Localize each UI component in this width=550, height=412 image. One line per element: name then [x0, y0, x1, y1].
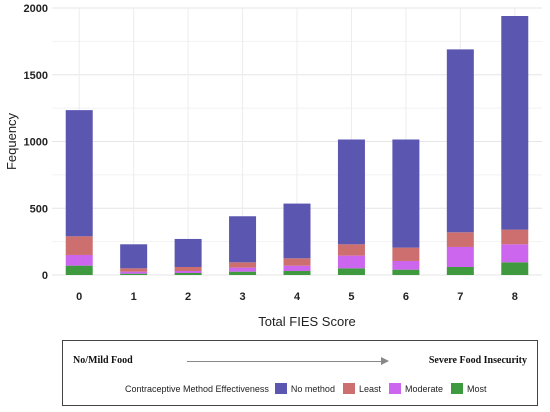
- bar-segment-least: [229, 262, 257, 268]
- legend: Contraceptive Method Effectiveness No me…: [125, 383, 495, 394]
- bar-segment-least: [337, 244, 365, 256]
- x-tick-label: 2: [185, 291, 191, 303]
- bar-segment-least: [174, 266, 202, 271]
- bar-segment-no-method: [392, 139, 420, 248]
- bar-segment-moderate: [174, 270, 202, 273]
- bar-segment-most: [501, 262, 529, 275]
- bar-segment-most: [65, 265, 93, 275]
- legend-title: Contraceptive Method Effectiveness: [125, 383, 269, 394]
- y-tick-label: 1500: [24, 70, 48, 82]
- legend-label-least: Least: [358, 383, 381, 394]
- bar-segment-least: [283, 258, 311, 266]
- bar-segment-least: [446, 232, 474, 247]
- bar-segment-least: [392, 247, 420, 261]
- bar-segment-least: [120, 268, 148, 272]
- legend-item-moderate: Moderate: [388, 383, 444, 394]
- bar-segment-most: [446, 266, 474, 275]
- legend-swatch-moderate: [388, 383, 401, 394]
- bar-segment-most: [174, 272, 202, 275]
- bar-segment-moderate: [65, 254, 93, 266]
- legend-label-moderate: Moderate: [404, 383, 444, 394]
- stacked-bar-chart: 0 500 1000 1500 2000 0 1 2 3 4 5 6 7 8 Total FIES Scor…: [4, 3, 542, 329]
- legend-swatch-no-method: [274, 383, 287, 394]
- bar-segment-moderate: [229, 267, 257, 272]
- scale-arrow-line: [187, 361, 383, 362]
- x-tick-label: 4: [294, 291, 301, 303]
- bar-segment-most: [392, 269, 420, 275]
- x-tick-label: 0: [76, 291, 82, 303]
- bar-segment-no-method: [65, 110, 93, 237]
- bar-segment-most: [229, 271, 257, 275]
- legend-item-no-method: No method: [274, 383, 335, 394]
- bar-segment-no-method: [283, 203, 311, 259]
- bar-segment-moderate: [446, 246, 474, 267]
- bar-segment-moderate: [501, 244, 529, 263]
- y-tick-label: 500: [30, 203, 48, 215]
- bar-segment-moderate: [120, 271, 148, 274]
- bar-segment-no-method: [501, 16, 529, 230]
- y-tick-label: 2000: [24, 3, 48, 15]
- x-tick-label: 6: [403, 291, 409, 303]
- legend-swatch-least: [342, 383, 355, 394]
- x-tick-label: 1: [131, 291, 137, 303]
- legend-label-no-method: No method: [290, 383, 335, 394]
- bar-segment-no-method: [174, 238, 202, 267]
- scale-left-label: No/Mild Food: [73, 355, 133, 366]
- y-tick-label: 0: [42, 270, 48, 282]
- legend-item-most: Most: [451, 383, 487, 394]
- x-axis-title: Total FIES Score: [258, 314, 356, 329]
- bar-segment-no-method: [229, 216, 257, 263]
- legend-swatch-most: [451, 383, 464, 394]
- bar-segment-least: [501, 229, 529, 245]
- bar-segment-moderate: [337, 255, 365, 269]
- bar-segment-most: [337, 268, 365, 275]
- bar-segment-no-method: [337, 139, 365, 245]
- bar-segment-no-method: [446, 49, 474, 233]
- scale-arrow-head-icon: [381, 357, 389, 365]
- legend-panel: No/Mild Food Severe Food Insecurity Cont…: [62, 340, 538, 406]
- x-tick-label: 7: [457, 291, 463, 303]
- legend-item-least: Least: [342, 383, 381, 394]
- scale-right-label: Severe Food Insecurity: [428, 355, 527, 366]
- bar-segment-moderate: [392, 260, 420, 270]
- bar-segment-no-method: [120, 244, 148, 269]
- bar-segment-most: [120, 273, 148, 275]
- y-tick-label: 1000: [24, 137, 48, 149]
- x-tick-label: 5: [348, 291, 354, 303]
- bar-segment-moderate: [283, 265, 311, 271]
- x-tick-label: 8: [512, 291, 518, 303]
- y-axis-title: Fequency: [4, 112, 19, 170]
- food-insecurity-scale: No/Mild Food Severe Food Insecurity: [63, 341, 537, 375]
- x-tick-label: 3: [239, 291, 245, 303]
- legend-label-most: Most: [467, 383, 487, 394]
- bar-segment-least: [65, 236, 93, 255]
- bar-segment-most: [283, 270, 311, 275]
